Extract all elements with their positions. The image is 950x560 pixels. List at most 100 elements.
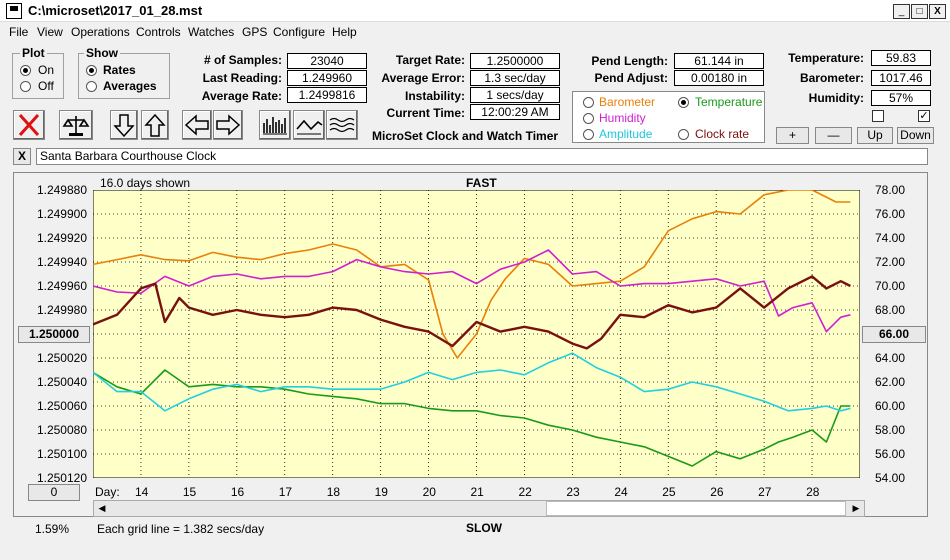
close-button[interactable]: X	[929, 4, 946, 19]
current-time-label: Current Time:	[386, 106, 465, 120]
line-graph-icon	[296, 119, 323, 135]
plot-off-label: Off	[38, 79, 54, 93]
center-sensor-button[interactable]: 66.00	[862, 326, 926, 343]
humidity-option[interactable]: Humidity	[599, 111, 646, 125]
scroll-right-arrow[interactable]: ▶	[852, 503, 860, 513]
left-tick-label: 1.250080	[36, 423, 87, 437]
pend-length-label: Pend Length:	[591, 54, 668, 68]
humidity-radio[interactable]	[583, 113, 594, 124]
red-x-icon	[18, 113, 40, 137]
day-tick-label: 25	[662, 485, 676, 499]
option-checkbox-1[interactable]	[872, 110, 884, 122]
right-tick-label: 78.00	[875, 183, 906, 197]
temperature-value: 59.83	[871, 50, 931, 66]
time-scrollbar[interactable]: ◀ ▶	[93, 500, 865, 517]
right-tick-label: 54.00	[875, 471, 906, 485]
down-button[interactable]: Down	[897, 127, 934, 144]
barometer-option[interactable]: Barometer	[599, 95, 656, 109]
temperature-option[interactable]: Temperature	[695, 95, 763, 109]
fast-label: FAST	[466, 176, 497, 190]
menu-controls[interactable]: Controls	[136, 25, 181, 39]
last-reading-label: Last Reading:	[202, 71, 282, 85]
temperature-radio[interactable]	[678, 97, 689, 108]
amplitude-option[interactable]: Amplitude	[599, 127, 653, 141]
left-tick-label: 1.249940	[36, 255, 87, 269]
show-rates-radio[interactable]	[86, 65, 97, 76]
menu-operations[interactable]: Operations	[71, 25, 130, 39]
up-button[interactable]: Up	[857, 127, 893, 144]
barometer-radio[interactable]	[583, 97, 594, 108]
temperature-label: Temperature:	[788, 51, 864, 65]
clear-watch-button[interactable]: X	[13, 148, 31, 165]
right-tick-label: 58.00	[875, 423, 906, 437]
day-tick-label: 15	[182, 485, 197, 499]
scroll-up-button[interactable]	[141, 110, 169, 140]
bar-graph-button[interactable]	[259, 110, 291, 140]
pend-length-value: 61.144 in	[674, 53, 764, 69]
clock-rate-option[interactable]: Clock rate	[695, 127, 750, 141]
right-tick-label: 76.00	[875, 207, 906, 221]
minimize-button[interactable]: _	[893, 4, 910, 19]
right-tick-label: 70.00	[875, 279, 906, 293]
day-tick-label: 18	[326, 485, 341, 499]
left-tick-label: 1.249880	[36, 183, 87, 197]
samples-value: 23040	[287, 53, 367, 69]
clock-rate-radio[interactable]	[678, 129, 689, 140]
scrollbar-thumb[interactable]	[546, 501, 846, 516]
menu-view[interactable]: View	[37, 25, 63, 39]
arrow-right-icon	[216, 114, 241, 136]
right-tick-label: 64.00	[875, 351, 906, 365]
day-tick-label: 20	[422, 485, 436, 499]
right-tick-label: 56.00	[875, 447, 906, 461]
minus-button[interactable]: —	[815, 127, 852, 144]
menu-gps[interactable]: GPS	[242, 25, 268, 39]
calibrate-button[interactable]	[59, 110, 93, 140]
left-tick-label: 1.249960	[36, 279, 87, 293]
days-shown-label: 16.0 days shown	[100, 176, 191, 190]
left-tick-label: 1.249900	[36, 207, 87, 221]
window-title: C:\microset\2017_01_28.mst	[28, 3, 203, 18]
plot-on-radio[interactable]	[20, 65, 31, 76]
watch-name-field[interactable]: Santa Barbara Courthouse Clock	[36, 148, 928, 165]
stop-button[interactable]	[13, 110, 45, 140]
center-rate-button[interactable]: 1.250000	[18, 326, 90, 343]
day-tick-label: 14	[134, 485, 149, 499]
menu-configure[interactable]: Configure	[273, 25, 326, 39]
menu-help[interactable]: Help	[332, 25, 357, 39]
scroll-left-arrow[interactable]: ◀	[98, 503, 106, 513]
average-error-value: 1.3 sec/day	[470, 70, 560, 86]
slow-label: SLOW	[466, 521, 502, 535]
option-checkbox-2[interactable]: ✓	[918, 110, 930, 122]
wave-graph-button[interactable]	[326, 110, 358, 140]
clock-rate-series-line	[93, 275, 851, 350]
offset-button[interactable]: 0	[28, 484, 80, 501]
scroll-right-button[interactable]	[213, 110, 243, 140]
plot-on-label: On	[38, 63, 55, 77]
app-icon[interactable]	[6, 3, 22, 19]
day-tick-label: 26	[710, 485, 724, 499]
line-graph-button[interactable]	[293, 110, 325, 140]
pend-adjust-value: 0.00180 in	[674, 70, 764, 86]
show-averages-radio[interactable]	[86, 81, 97, 92]
right-tick-label: 72.00	[875, 255, 906, 269]
scroll-left-button[interactable]	[182, 110, 212, 140]
humidity-series-line	[93, 249, 851, 333]
day-tick-label: 17	[278, 485, 293, 499]
left-tick-label: 1.249920	[36, 231, 87, 245]
target-rate-label: Target Rate:	[395, 53, 465, 67]
amplitude-radio[interactable]	[583, 129, 594, 140]
current-time-value: 12:00:29 AM	[470, 104, 560, 120]
percent-readout: 1.59%	[35, 522, 70, 536]
maximize-button[interactable]: □	[911, 4, 928, 19]
right-tick-label: 74.00	[875, 231, 906, 245]
plot-off-radio[interactable]	[20, 81, 31, 92]
bar-graph-icon	[263, 117, 287, 135]
day-tick-label: 28	[806, 485, 820, 499]
scroll-down-button[interactable]	[110, 110, 138, 140]
day-label: Day:	[95, 485, 120, 499]
menu-watches[interactable]: Watches	[188, 25, 235, 39]
menu-file[interactable]: File	[9, 25, 29, 39]
title-bar: C:\microset\2017_01_28.mst _ □ X	[0, 0, 950, 22]
plus-button[interactable]: +	[776, 127, 809, 144]
barometer-label: Barometer:	[799, 71, 864, 85]
